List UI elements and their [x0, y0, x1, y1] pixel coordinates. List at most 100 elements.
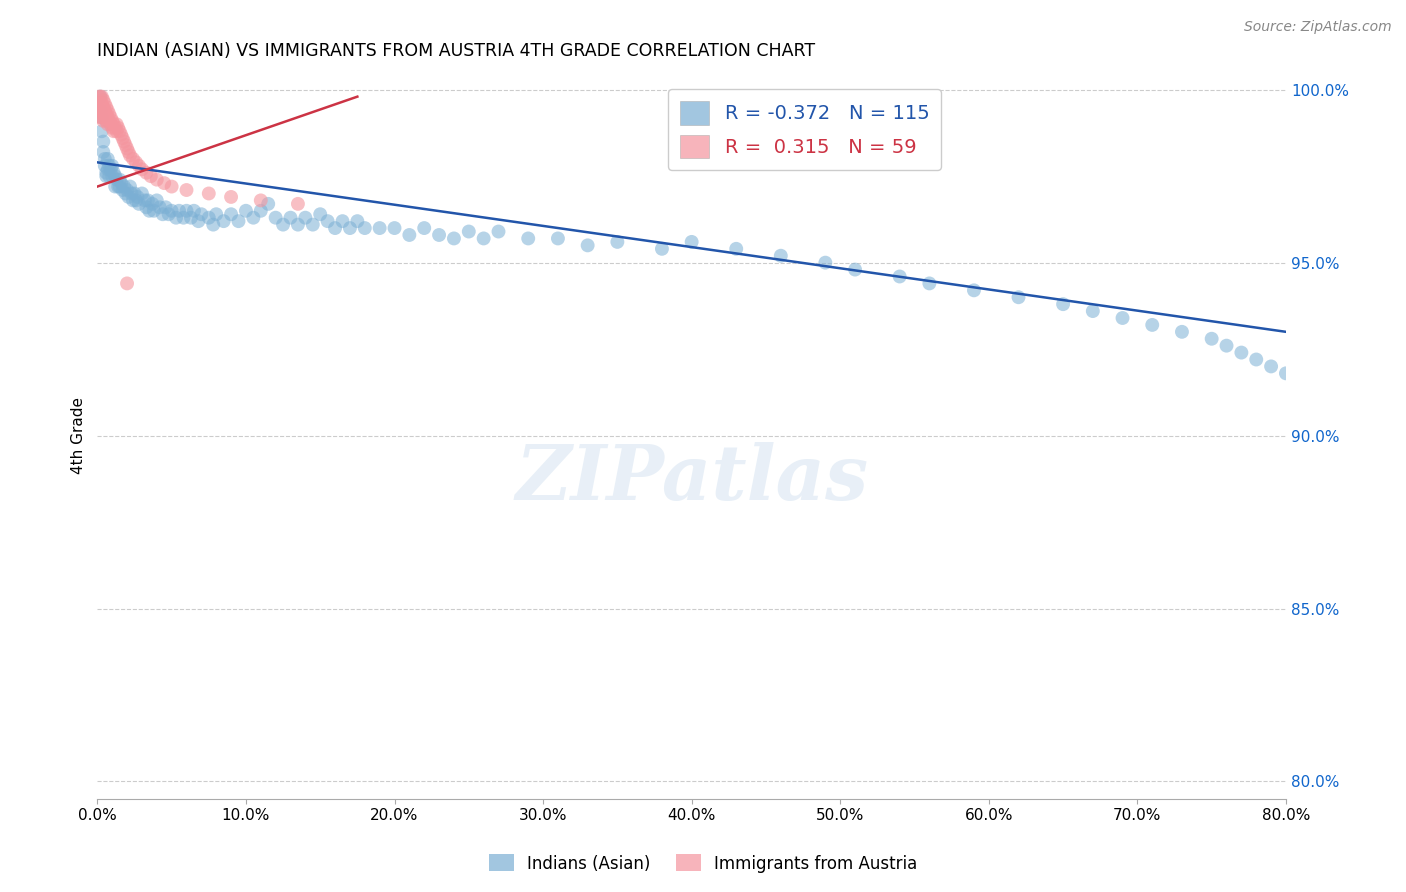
Point: [131, 162, 153, 177]
Point: [90, 111, 112, 125]
Point: [105, 124, 128, 138]
Point: [152, 207, 174, 221]
Point: [651, 242, 673, 256]
Point: [118, 179, 141, 194]
Point: [332, 214, 354, 228]
Point: [153, 176, 176, 190]
Point: [136, 194, 159, 208]
Point: [427, 227, 450, 242]
Point: [889, 269, 911, 284]
Point: [413, 221, 436, 235]
Point: [517, 231, 540, 245]
Point: [115, 142, 138, 156]
Point: [94, 111, 117, 125]
Point: [160, 179, 183, 194]
Point: [94, 96, 117, 111]
Point: [89, 96, 111, 111]
Point: [963, 283, 986, 297]
Y-axis label: 4th Grade: 4th Grade: [72, 397, 86, 474]
Point: [1142, 318, 1164, 332]
Point: [472, 231, 495, 245]
Point: [287, 197, 309, 211]
Point: [90, 89, 112, 103]
Point: [384, 221, 406, 235]
Point: [1111, 310, 1133, 325]
Point: [108, 124, 131, 138]
Point: [108, 172, 131, 186]
Point: [98, 159, 121, 173]
Point: [124, 186, 146, 201]
Point: [249, 203, 271, 218]
Point: [94, 152, 117, 166]
Point: [1260, 359, 1282, 374]
Point: [190, 207, 212, 221]
Point: [323, 221, 346, 235]
Point: [114, 138, 136, 153]
Point: [1007, 290, 1029, 304]
Point: [146, 194, 169, 208]
Point: [228, 214, 250, 228]
Point: [100, 117, 122, 131]
Point: [1244, 352, 1267, 367]
Point: [146, 172, 169, 186]
Point: [1171, 325, 1194, 339]
Point: [139, 169, 162, 184]
Point: [160, 203, 183, 218]
Point: [101, 120, 124, 135]
Point: [173, 211, 195, 225]
Point: [176, 183, 198, 197]
Point: [101, 169, 124, 184]
Point: [547, 231, 569, 245]
Point: [117, 145, 139, 159]
Point: [101, 113, 124, 128]
Point: [155, 200, 177, 214]
Point: [165, 211, 187, 225]
Point: [110, 176, 132, 190]
Point: [725, 242, 748, 256]
Point: [114, 186, 136, 201]
Point: [117, 190, 139, 204]
Point: [197, 211, 219, 225]
Point: [219, 190, 242, 204]
Point: [97, 117, 120, 131]
Point: [844, 262, 866, 277]
Point: [90, 96, 112, 111]
Point: [104, 179, 127, 194]
Point: [235, 203, 257, 218]
Point: [316, 214, 339, 228]
Point: [128, 159, 150, 173]
Point: [287, 218, 309, 232]
Point: [97, 111, 120, 125]
Point: [339, 221, 361, 235]
Point: [104, 120, 127, 135]
Point: [96, 169, 118, 184]
Point: [176, 203, 198, 218]
Point: [91, 135, 114, 149]
Point: [257, 197, 280, 211]
Point: [97, 162, 120, 177]
Point: [100, 162, 122, 177]
Point: [121, 186, 143, 201]
Point: [141, 197, 163, 211]
Point: [294, 211, 316, 225]
Point: [91, 145, 114, 159]
Point: [142, 203, 165, 218]
Point: [97, 103, 120, 118]
Point: [1081, 304, 1104, 318]
Point: [96, 166, 118, 180]
Point: [271, 218, 294, 232]
Point: [87, 89, 110, 103]
Point: [96, 100, 118, 114]
Point: [100, 111, 122, 125]
Point: [576, 238, 599, 252]
Point: [183, 203, 205, 218]
Point: [101, 159, 124, 173]
Point: [346, 214, 368, 228]
Point: [115, 277, 138, 291]
Point: [118, 148, 141, 162]
Point: [103, 124, 125, 138]
Point: [205, 207, 228, 221]
Point: [111, 131, 134, 145]
Text: Source: ZipAtlas.com: Source: ZipAtlas.com: [1244, 20, 1392, 34]
Point: [443, 231, 465, 245]
